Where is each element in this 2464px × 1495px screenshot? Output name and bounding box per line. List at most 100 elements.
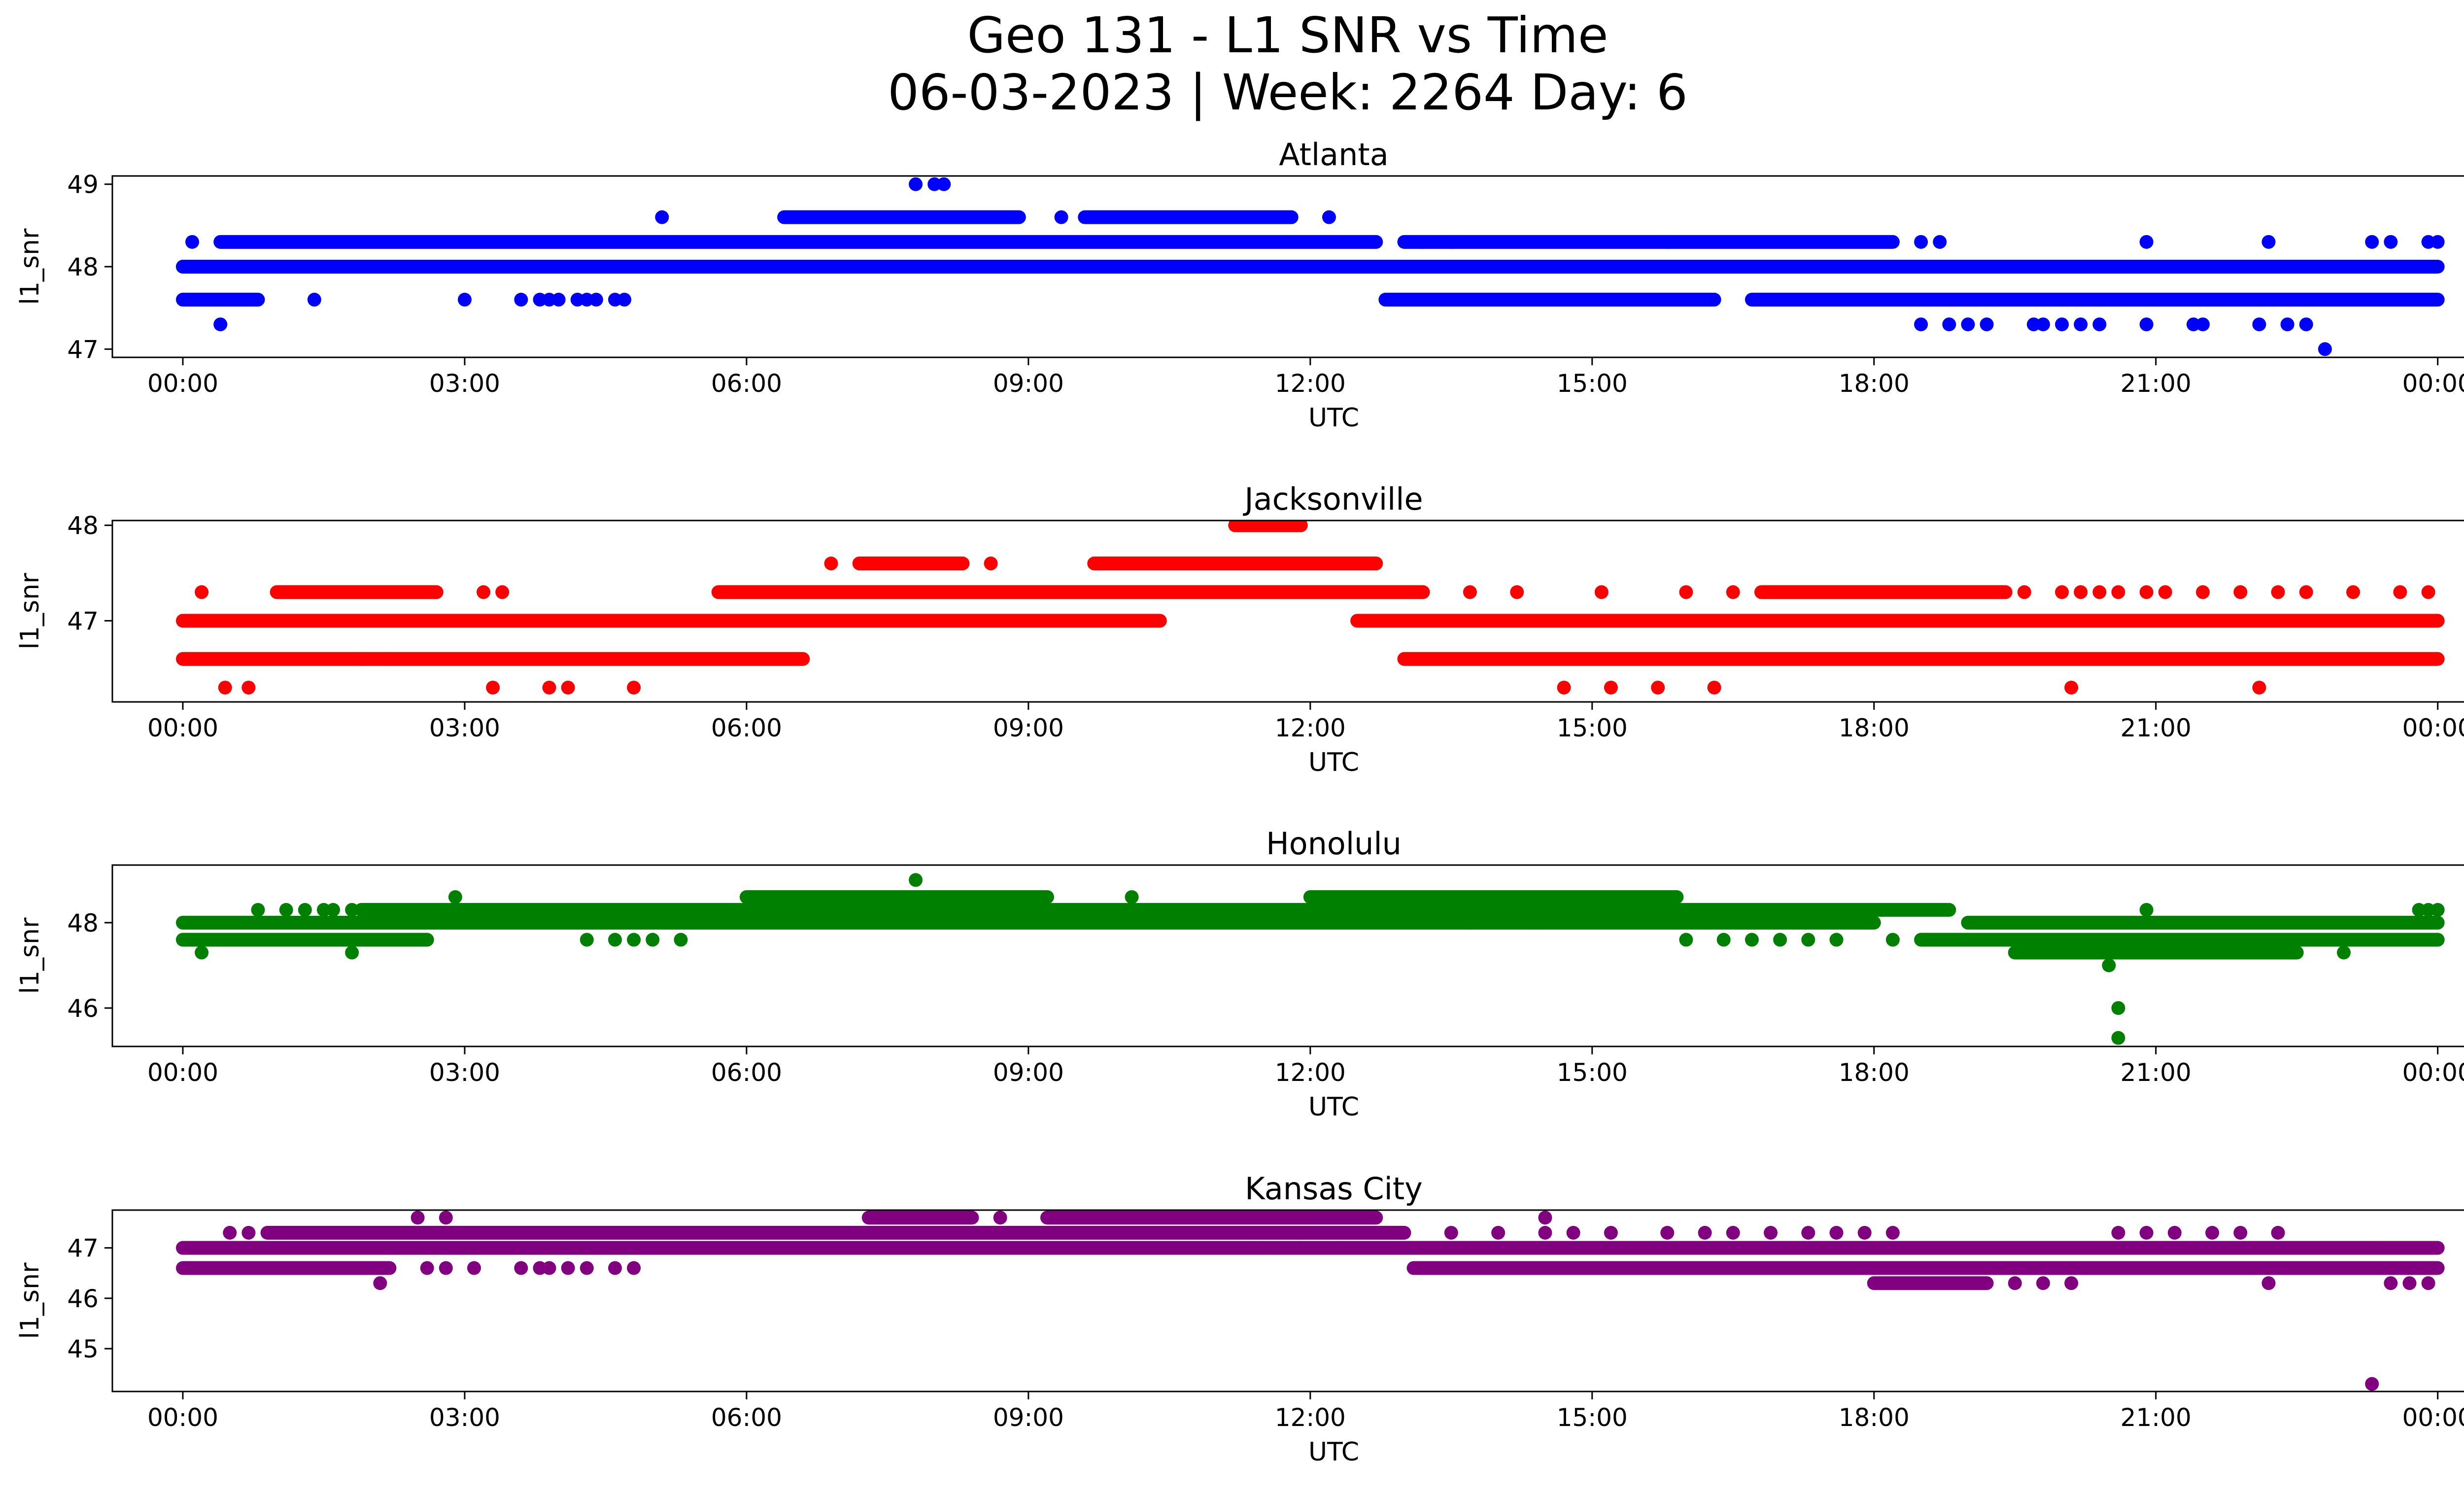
x-tick-label-honolulu: 21:00	[2121, 1058, 2191, 1087]
data-point-kansas-city	[1444, 1226, 1458, 1240]
data-point-atlanta	[2318, 342, 2332, 356]
data-point-kansas-city	[1538, 1226, 1552, 1240]
data-point-atlanta	[514, 292, 528, 307]
data-point-kansas-city	[1801, 1226, 1815, 1240]
x-tick-label-kansas-city: 00:00	[2402, 1403, 2464, 1432]
data-point-honolulu	[279, 903, 293, 917]
subplot-title-atlanta: Atlanta	[1279, 137, 1388, 173]
data-point-jacksonville	[2271, 585, 2285, 599]
data-point-kansas-city	[2421, 1276, 2435, 1290]
data-point-jacksonville	[984, 556, 998, 571]
data-point-honolulu	[2017, 945, 2031, 960]
data-point-atlanta	[1660, 235, 1675, 249]
x-tick-label-jacksonville: 15:00	[1557, 714, 1628, 742]
data-point-kansas-city	[1764, 1226, 1778, 1240]
data-point-honolulu	[2111, 1001, 2125, 1015]
y-tick-label-atlanta: 48	[67, 253, 99, 281]
subplot-atlanta: Atlanta 00:00 03:00 06:00 09:00 12:00 15:00 18:…	[15, 137, 2464, 433]
data-point-kansas-city	[2233, 1226, 2248, 1240]
data-point-jacksonville	[2299, 585, 2313, 599]
data-point-honolulu	[674, 933, 688, 947]
data-point-jacksonville	[627, 680, 641, 695]
data-point-jacksonville	[2139, 585, 2154, 599]
data-point-kansas-city	[2384, 1276, 2398, 1290]
data-point-honolulu	[298, 903, 312, 917]
axes-frame-jacksonville	[111, 520, 2464, 703]
data-point-atlanta	[1322, 210, 1336, 224]
x-tick-label-honolulu: 06:00	[711, 1058, 782, 1087]
x-tick-label-jacksonville: 18:00	[1839, 714, 1910, 742]
x-tick-label-jacksonville: 12:00	[1275, 714, 1346, 742]
x-tick-label-honolulu: 00:00	[2402, 1058, 2464, 1087]
data-point-jacksonville	[2064, 680, 2079, 695]
data-point-kansas-city	[241, 1226, 256, 1240]
data-point-kansas-city	[580, 1261, 594, 1275]
data-point-kansas-city	[1566, 1226, 1580, 1240]
data-point-honolulu	[1801, 933, 1815, 947]
data-point-kansas-city	[2167, 1226, 2182, 1240]
data-point-jacksonville	[486, 680, 500, 695]
data-point-kansas-city	[561, 1261, 575, 1275]
x-tick-label-kansas-city: 15:00	[1557, 1403, 1628, 1432]
data-point-honolulu	[1529, 915, 1543, 930]
y-tick-label-atlanta: 47	[67, 335, 99, 364]
subplot-jacksonville: Jacksonville 00:00 03:00 06:00 09:00 12:00 15:…	[15, 481, 2464, 777]
data-point-kansas-city	[627, 1261, 641, 1275]
x-tick-label-kansas-city: 18:00	[1839, 1403, 1910, 1432]
y-tick-label-kansas-city: 45	[67, 1335, 99, 1363]
data-point-jacksonville	[1604, 680, 1618, 695]
data-point-jacksonville	[195, 585, 209, 599]
data-point-jacksonville	[382, 652, 397, 666]
x-tick-label-jacksonville: 21:00	[2121, 714, 2191, 742]
data-point-jacksonville	[2196, 585, 2210, 599]
data-point-jacksonville	[1726, 585, 1740, 599]
subplot-title-kansas-city: Kansas City	[1245, 1171, 1423, 1207]
data-point-honolulu	[580, 933, 594, 947]
data-point-jacksonville	[1679, 585, 1693, 599]
subplot-title-jacksonville: Jacksonville	[1242, 481, 1423, 517]
data-point-jacksonville	[2092, 585, 2107, 599]
data-point-atlanta	[1914, 235, 1928, 249]
x-axis-label-honolulu: UTC	[1308, 1092, 1359, 1122]
y-axis-label-atlanta: l1_snr	[15, 228, 45, 305]
x-axis-label-kansas-city: UTC	[1308, 1437, 1359, 1467]
data-point-kansas-city	[2365, 1377, 2379, 1391]
data-point-jacksonville	[354, 652, 369, 666]
y-tick-label-kansas-city: 47	[67, 1234, 99, 1263]
x-tick-label-kansas-city: 00:00	[147, 1403, 218, 1432]
data-point-kansas-city	[1294, 1241, 1308, 1255]
figure-title: Geo 131 - L1 SNR vs Time 06-03-2023 | We…	[0, 7, 2464, 121]
data-point-honolulu	[1829, 933, 1844, 947]
data-point-jacksonville	[1510, 585, 1524, 599]
x-tick-label-kansas-city: 09:00	[993, 1403, 1064, 1432]
data-point-honolulu	[345, 903, 359, 917]
x-tick-label-jacksonville: 09:00	[993, 714, 1064, 742]
data-point-honolulu	[646, 933, 660, 947]
data-point-atlanta	[589, 292, 603, 307]
data-point-kansas-city	[1829, 1226, 1844, 1240]
x-tick-label-kansas-city: 12:00	[1275, 1403, 1346, 1432]
data-point-honolulu	[2102, 958, 2116, 973]
data-point-jacksonville	[2055, 585, 2069, 599]
data-point-honolulu	[1125, 890, 1139, 904]
data-point-jacksonville	[2111, 585, 2125, 599]
data-point-jacksonville	[495, 585, 510, 599]
data-point-atlanta	[2139, 317, 2154, 332]
data-point-kansas-city	[439, 1211, 453, 1225]
x-tick-label-atlanta: 15:00	[1557, 369, 1628, 398]
data-point-jacksonville	[1707, 680, 1721, 695]
data-point-atlanta	[2139, 235, 2154, 249]
data-point-atlanta	[909, 177, 923, 191]
data-point-atlanta	[551, 292, 566, 307]
data-point-atlanta	[185, 235, 200, 249]
data-point-kansas-city	[373, 1276, 387, 1290]
data-point-jacksonville	[241, 680, 256, 695]
data-point-honolulu	[1773, 933, 1787, 947]
x-tick-label-jacksonville: 00:00	[2402, 714, 2464, 742]
data-point-atlanta	[617, 292, 632, 307]
y-axis-label-honolulu: l1_snr	[15, 917, 45, 994]
data-point-kansas-city	[1491, 1226, 1506, 1240]
data-point-atlanta	[2055, 317, 2069, 332]
x-axis-label-jacksonville: UTC	[1308, 748, 1359, 777]
figure-title-line-2: 06-03-2023 | Week: 2264 Day: 6	[888, 64, 1688, 121]
